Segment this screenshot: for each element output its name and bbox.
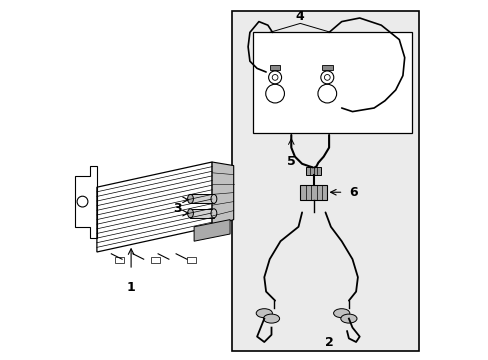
Bar — [190, 209, 213, 218]
Ellipse shape — [187, 194, 193, 203]
Ellipse shape — [210, 209, 216, 218]
Bar — [190, 194, 213, 203]
Ellipse shape — [333, 309, 349, 318]
Ellipse shape — [340, 314, 356, 323]
Text: 5: 5 — [286, 155, 295, 168]
Ellipse shape — [256, 309, 272, 318]
Polygon shape — [194, 220, 230, 241]
Text: 2: 2 — [324, 336, 333, 349]
Polygon shape — [212, 162, 233, 227]
Bar — [306, 167, 320, 175]
Bar — [300, 185, 326, 200]
Text: 3: 3 — [173, 202, 182, 215]
Text: 1: 1 — [126, 281, 135, 294]
Bar — [269, 65, 280, 70]
Ellipse shape — [210, 194, 216, 203]
Text: 6: 6 — [348, 186, 357, 199]
Bar — [231, 11, 418, 351]
Bar — [321, 65, 332, 70]
Bar — [253, 32, 411, 133]
Ellipse shape — [187, 209, 193, 218]
Text: 4: 4 — [295, 10, 304, 23]
Ellipse shape — [263, 314, 279, 323]
